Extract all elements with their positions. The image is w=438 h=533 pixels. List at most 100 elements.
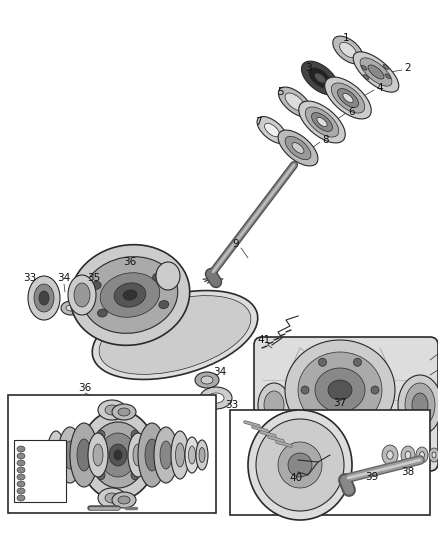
Ellipse shape xyxy=(301,61,339,95)
Ellipse shape xyxy=(382,445,398,465)
Ellipse shape xyxy=(333,36,363,64)
Text: 9: 9 xyxy=(233,239,239,249)
Ellipse shape xyxy=(361,66,367,70)
Ellipse shape xyxy=(118,496,130,504)
Ellipse shape xyxy=(131,430,139,440)
Text: 41: 41 xyxy=(258,335,271,345)
Text: 1: 1 xyxy=(343,33,350,43)
FancyBboxPatch shape xyxy=(254,337,438,471)
Ellipse shape xyxy=(325,77,371,119)
Ellipse shape xyxy=(160,441,172,469)
Ellipse shape xyxy=(353,52,399,92)
Ellipse shape xyxy=(383,64,389,69)
Ellipse shape xyxy=(405,451,411,459)
Ellipse shape xyxy=(70,245,190,345)
Ellipse shape xyxy=(152,273,162,281)
Ellipse shape xyxy=(99,296,251,374)
Ellipse shape xyxy=(196,440,208,470)
Ellipse shape xyxy=(343,93,353,103)
Ellipse shape xyxy=(264,391,284,419)
Ellipse shape xyxy=(92,290,258,379)
Text: 3: 3 xyxy=(305,63,311,73)
Ellipse shape xyxy=(82,257,178,333)
Ellipse shape xyxy=(97,470,105,480)
Text: 38: 38 xyxy=(401,467,415,477)
Ellipse shape xyxy=(429,448,438,462)
Ellipse shape xyxy=(17,460,25,466)
Ellipse shape xyxy=(328,380,352,400)
Ellipse shape xyxy=(265,123,279,137)
Ellipse shape xyxy=(97,430,105,440)
Ellipse shape xyxy=(412,393,428,417)
Ellipse shape xyxy=(285,93,305,111)
Ellipse shape xyxy=(278,130,318,166)
Ellipse shape xyxy=(154,427,178,483)
Ellipse shape xyxy=(95,290,105,298)
Ellipse shape xyxy=(17,481,25,487)
Ellipse shape xyxy=(339,42,357,58)
Ellipse shape xyxy=(393,452,403,458)
Ellipse shape xyxy=(338,88,358,108)
Ellipse shape xyxy=(401,446,415,464)
Ellipse shape xyxy=(70,287,78,293)
Ellipse shape xyxy=(405,383,435,427)
Ellipse shape xyxy=(258,383,290,427)
Ellipse shape xyxy=(112,404,136,420)
Ellipse shape xyxy=(88,433,108,477)
Ellipse shape xyxy=(156,262,180,290)
Ellipse shape xyxy=(77,439,91,471)
Ellipse shape xyxy=(70,423,98,487)
Ellipse shape xyxy=(66,305,76,311)
Ellipse shape xyxy=(195,372,219,388)
Ellipse shape xyxy=(353,358,361,366)
Ellipse shape xyxy=(64,441,76,469)
Ellipse shape xyxy=(353,414,361,422)
Ellipse shape xyxy=(47,431,65,479)
Ellipse shape xyxy=(34,284,54,312)
Ellipse shape xyxy=(385,74,391,79)
Text: 33: 33 xyxy=(226,400,239,410)
Ellipse shape xyxy=(80,410,156,500)
Ellipse shape xyxy=(97,309,107,317)
Ellipse shape xyxy=(123,290,137,300)
Ellipse shape xyxy=(131,470,139,480)
Text: 35: 35 xyxy=(87,273,101,283)
Ellipse shape xyxy=(285,340,395,440)
Ellipse shape xyxy=(388,448,408,462)
Ellipse shape xyxy=(208,393,224,403)
Ellipse shape xyxy=(98,488,126,508)
Text: 37: 37 xyxy=(333,398,346,408)
Ellipse shape xyxy=(317,117,327,127)
Ellipse shape xyxy=(315,368,365,412)
Ellipse shape xyxy=(171,431,189,479)
Bar xyxy=(230,410,430,515)
Ellipse shape xyxy=(100,273,160,317)
Ellipse shape xyxy=(17,446,25,452)
Ellipse shape xyxy=(93,444,103,466)
Ellipse shape xyxy=(28,276,60,320)
Ellipse shape xyxy=(301,386,309,394)
Ellipse shape xyxy=(288,453,312,477)
Ellipse shape xyxy=(114,450,122,460)
Ellipse shape xyxy=(256,419,344,511)
Ellipse shape xyxy=(201,376,213,384)
Text: 39: 39 xyxy=(365,472,378,482)
Ellipse shape xyxy=(371,386,379,394)
Ellipse shape xyxy=(176,443,184,467)
Ellipse shape xyxy=(199,448,205,463)
Ellipse shape xyxy=(292,143,304,154)
Ellipse shape xyxy=(314,73,325,83)
Ellipse shape xyxy=(109,444,127,466)
Ellipse shape xyxy=(91,281,101,289)
Ellipse shape xyxy=(105,405,119,415)
Ellipse shape xyxy=(90,422,146,488)
Text: 36: 36 xyxy=(78,383,92,393)
Ellipse shape xyxy=(17,467,25,473)
Ellipse shape xyxy=(17,495,25,501)
Ellipse shape xyxy=(39,291,49,305)
Ellipse shape xyxy=(299,101,345,143)
Ellipse shape xyxy=(368,65,384,79)
Ellipse shape xyxy=(68,275,96,315)
Ellipse shape xyxy=(311,112,332,132)
Text: 8: 8 xyxy=(323,135,329,145)
